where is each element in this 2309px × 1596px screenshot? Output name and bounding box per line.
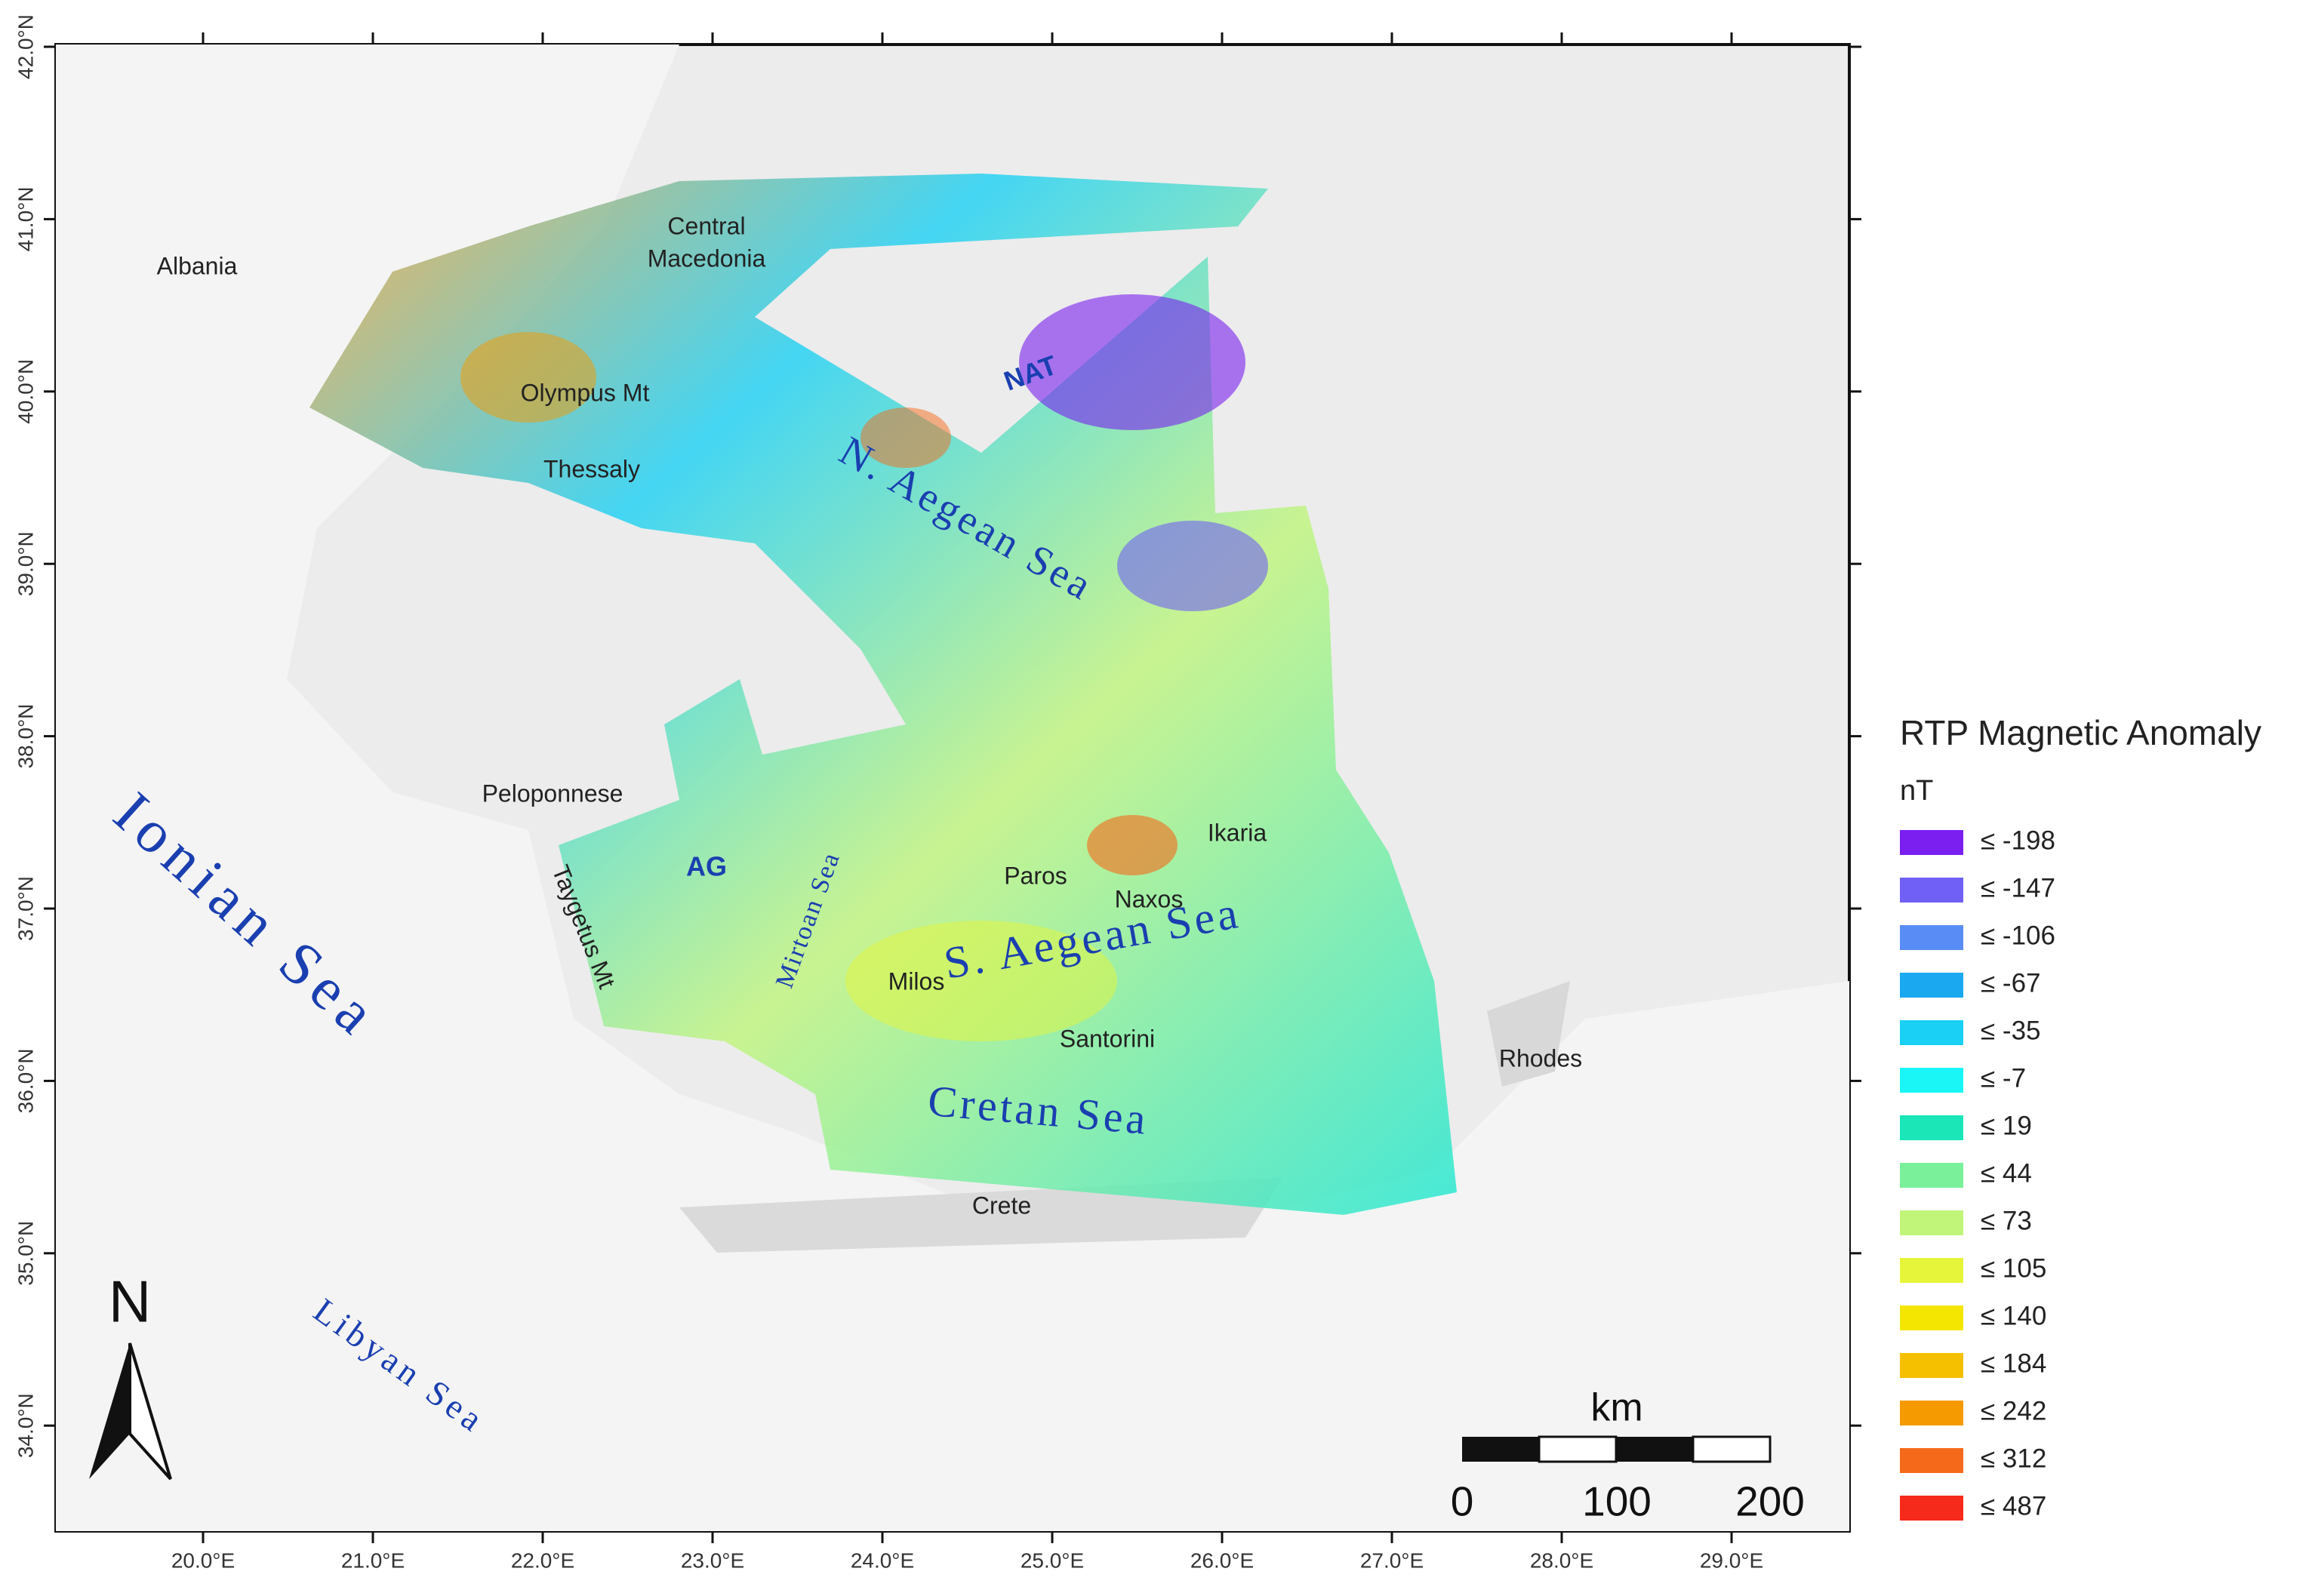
place-label: Paros [1004, 862, 1067, 889]
legend-swatch [1900, 1163, 1963, 1188]
legend-swatch [1900, 1258, 1963, 1283]
lat-tick-label: 41.0°N [14, 186, 37, 251]
lat-tick-label: 39.0°N [14, 531, 37, 596]
lon-tick-label: 26.0°E [1190, 1548, 1254, 1572]
legend-swatch [1900, 1448, 1963, 1473]
place-label: Central [667, 212, 745, 239]
legend: RTP Magnetic Anomaly nT ≤ -198 ≤ -147 ≤ -1… [1900, 713, 2261, 1521]
place-label: Macedonia [648, 244, 766, 272]
legend-swatch [1900, 1020, 1963, 1045]
legend-label: ≤ -147 [1981, 873, 2055, 903]
lon-tick-label: 20.0°E [171, 1548, 235, 1572]
lon-tick-label: 25.0°E [1021, 1548, 1084, 1572]
place-label: Albania [157, 252, 238, 279]
lon-tick-label: 29.0°E [1700, 1548, 1763, 1572]
scale-label: 200 [1735, 1478, 1805, 1525]
legend-swatch [1900, 925, 1963, 950]
legend-label: ≤ -198 [1981, 826, 2055, 855]
legend-label: ≤ -67 [1981, 968, 2041, 998]
fault-label: AG [686, 851, 727, 882]
legend-label: ≤ 105 [1981, 1253, 2046, 1283]
legend-swatch [1900, 1496, 1963, 1521]
place-label: Santorini [1060, 1025, 1155, 1052]
north-arrow: N [89, 1268, 172, 1481]
legend-label: ≤ -35 [1981, 1016, 2041, 1045]
lat-tick-label: 34.0°N [14, 1393, 37, 1458]
legend-label: ≤ 312 [1981, 1444, 2046, 1473]
lon-tick-label: 28.0°E [1530, 1548, 1593, 1572]
legend-label: ≤ -7 [1981, 1063, 2026, 1093]
legend-label: ≤ 184 [1981, 1348, 2046, 1378]
legend-swatch [1900, 1068, 1963, 1093]
legend-swatch [1900, 1401, 1963, 1425]
lat-tick-label: 36.0°N [14, 1048, 37, 1113]
legend-unit: nT [1900, 775, 1933, 807]
legend-swatch [1900, 1305, 1963, 1330]
north-label: N [109, 1268, 151, 1335]
lat-tick-label: 38.0°N [14, 704, 37, 769]
legend-label: ≤ 242 [1981, 1396, 2046, 1425]
lon-tick-label: 27.0°E [1360, 1548, 1424, 1572]
place-label: Thessaly [543, 455, 640, 482]
legend-label: ≤ 19 [1981, 1111, 2032, 1140]
place-label: Peloponnese [482, 780, 623, 807]
place-label: Crete [972, 1192, 1031, 1219]
legend-title: RTP Magnetic Anomaly [1900, 713, 2261, 752]
lat-tick-label: 37.0°N [14, 876, 37, 941]
scale-label: 100 [1582, 1478, 1652, 1525]
legend-label: ≤ -106 [1981, 921, 2055, 950]
lon-tick-label: 24.0°E [851, 1548, 914, 1572]
legend-swatch [1900, 1115, 1963, 1140]
lon-tick-label: 21.0°E [341, 1548, 405, 1572]
legend-label: ≤ 44 [1981, 1158, 2032, 1188]
anomaly-grid [309, 174, 1457, 1215]
place-label: Ikaria [1208, 819, 1267, 846]
place-label: Milos [888, 967, 945, 995]
legend-swatch [1900, 830, 1963, 855]
legend-swatch [1900, 973, 1963, 998]
legend-swatch [1900, 878, 1963, 903]
lat-tick-label: 42.0°N [14, 14, 37, 79]
legend-label: ≤ 73 [1981, 1206, 2032, 1235]
legend-label: ≤ 487 [1981, 1491, 2046, 1521]
lon-tick-label: 23.0°E [681, 1548, 744, 1572]
scale-label: 0 [1451, 1478, 1474, 1525]
scale-unit: km [1590, 1386, 1642, 1430]
place-label: Naxos [1115, 885, 1184, 912]
legend-swatch [1900, 1353, 1963, 1378]
scale-bar: km 0 100 200 [1451, 1386, 1805, 1525]
graticule: 20.0°E 21.0°E 22.0°E 23.0°E 24.0°E 25.0°E 26.0… [14, 14, 1861, 1572]
place-label: Olympus Mt [521, 379, 650, 406]
legend-label: ≤ 140 [1981, 1301, 2046, 1330]
place-label: Rhodes [1499, 1044, 1582, 1072]
lat-tick-label: 40.0°N [14, 359, 37, 424]
lon-tick-label: 22.0°E [511, 1548, 574, 1572]
lat-tick-label: 35.0°N [14, 1221, 37, 1286]
legend-swatch [1900, 1210, 1963, 1235]
